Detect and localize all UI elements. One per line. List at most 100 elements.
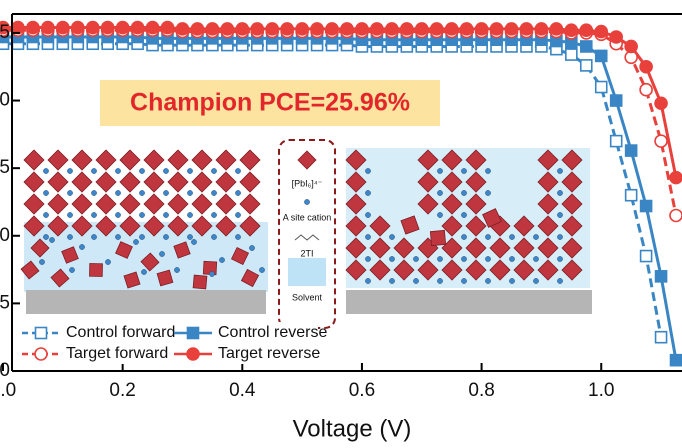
octahedron [167,149,189,171]
octahedron [47,215,69,237]
cation [67,234,73,240]
inset-label: Solvent [292,292,323,302]
cation [209,271,215,277]
octahedron [192,274,208,290]
octahedron [537,237,559,259]
cation [365,190,371,196]
octahedron [465,215,487,237]
octahedron [369,237,391,259]
cation [187,190,193,196]
cation [365,234,371,240]
data-point [579,40,593,53]
octahedron [465,193,487,215]
cation [509,256,515,262]
data-point [26,20,40,35]
cation [105,259,111,265]
data-point [250,22,265,36]
cation [139,212,145,218]
cation [91,190,97,196]
legend-label: Target reverse [218,345,320,362]
data-point [624,188,638,202]
octahedron [441,215,463,237]
cation [211,212,217,218]
octahedron [513,215,535,237]
cation [43,212,49,218]
cation [557,212,563,218]
octahedron [345,215,367,237]
octahedron [240,268,260,288]
data-point [669,208,682,223]
data-point [295,22,309,36]
octahedron [143,149,165,171]
octahedron [119,193,141,215]
data-point [205,22,220,36]
data-point [115,20,130,35]
octahedron [417,149,439,171]
y-tick-label: 25 [0,22,10,43]
cation [461,168,467,174]
cation [91,212,97,218]
data-point [11,20,25,35]
y-tick-label: 15 [0,157,10,178]
octahedron [230,246,250,266]
data-point [160,20,175,35]
cation [437,256,443,262]
octahedron [561,237,583,259]
inset-illustration: Champion PCE=25.96% [PbI₆]⁴⁻ A site cati… [20,80,592,329]
octahedron [119,149,141,171]
cation [533,256,539,262]
cation [365,212,371,218]
octahedron [23,215,45,237]
cation [163,234,169,240]
octahedron [71,193,93,215]
y-tick-label: 20 [0,90,10,111]
inset-label: [PbI₆]⁴⁻ [292,178,323,188]
cation [485,234,491,240]
cation [133,239,139,245]
octahedron [537,171,559,193]
cation [461,234,467,240]
cation [211,168,217,174]
cation [211,234,217,240]
octahedron [489,259,511,281]
x-axis-label: Voltage (V) [293,415,412,442]
data-point [549,22,564,36]
data-point [654,96,668,111]
cation [437,190,443,196]
cation [115,234,121,240]
legend-marker [186,347,200,361]
molecule [294,234,320,241]
octahedron [441,171,463,193]
cation [91,168,97,174]
octahedron [156,269,174,287]
data-point [41,20,55,35]
x-tick-label: 0.6 [349,380,375,401]
x-tick-label: 0.4 [229,380,256,401]
series-line [3,35,678,361]
octahedron [95,171,117,193]
substrate [346,290,592,314]
octahedron [561,259,583,281]
octahedron [143,193,165,215]
substrate [26,290,266,314]
data-point [175,22,190,36]
legend-label: Target forward [66,345,168,362]
octahedron [143,215,165,237]
octahedron [537,193,559,215]
octahedron [393,237,415,259]
cation [191,239,197,245]
data-point [624,39,638,54]
cation [259,267,265,273]
legend-marker [34,347,48,361]
octahedron [345,193,367,215]
octahedron [89,263,103,277]
octahedron [191,215,213,237]
octahedron [95,193,117,215]
data-point [669,170,682,185]
pce-box [100,80,440,126]
data-point [235,22,250,36]
octahedron [119,171,141,193]
octahedron [191,171,213,193]
octahedron [465,237,487,259]
